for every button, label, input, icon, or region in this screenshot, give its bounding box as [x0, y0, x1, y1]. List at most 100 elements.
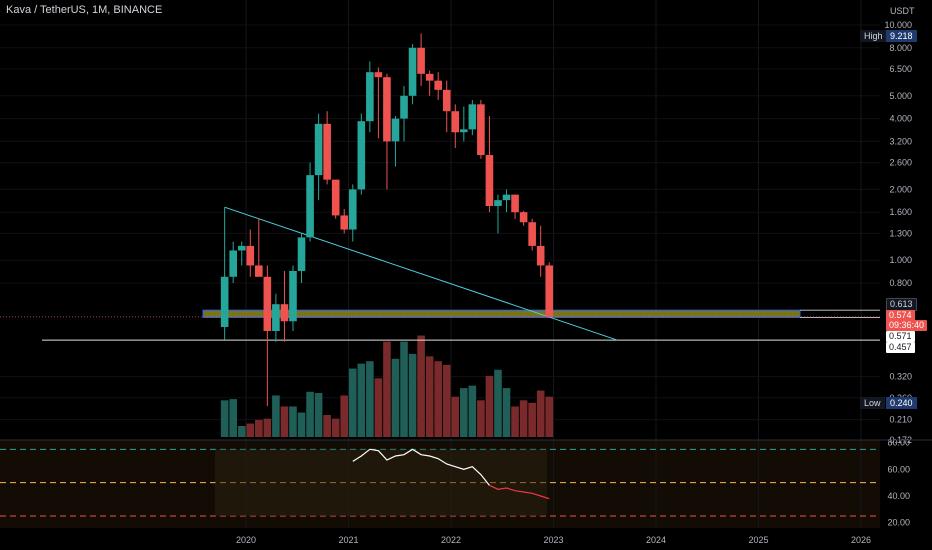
volume-bar [297, 412, 306, 437]
rsi-scale-label: 20.00 [887, 518, 910, 528]
candle-body [451, 111, 460, 133]
candle-body [289, 270, 297, 322]
volume-bar [519, 400, 528, 437]
volume-bar [374, 378, 383, 437]
volume-bar [272, 395, 280, 437]
price-scale-label: 0.210 [889, 415, 912, 425]
candle-body [528, 222, 536, 246]
time-axis-label: 2023 [543, 535, 563, 545]
candle-body [263, 276, 272, 331]
candle-body [297, 237, 306, 271]
rsi-line-recent [489, 484, 550, 500]
rsi-line [352, 448, 490, 486]
symbol-title[interactable]: Kava / TetherUS, 1M, BINANCE [6, 4, 163, 16]
support-zone [202, 309, 801, 318]
candle-body [425, 73, 434, 81]
volume-bar [485, 375, 494, 437]
high-label: High [860, 30, 887, 42]
volume-bar [289, 406, 297, 437]
candle-body [314, 123, 323, 176]
volume-bar [494, 369, 502, 437]
volume-bar [451, 396, 460, 437]
candle-body [460, 129, 468, 133]
candle-body [477, 104, 485, 156]
price-scale-label: 2.600 [889, 158, 912, 168]
volume-bar [442, 364, 451, 437]
volume-bar [383, 341, 391, 437]
candle-body [357, 121, 366, 190]
candle-body [485, 155, 494, 206]
volume-bar [246, 423, 255, 437]
volume-bar [366, 361, 374, 437]
time-axis-label: 2024 [646, 535, 666, 545]
time-axis-label: 2025 [748, 535, 768, 545]
rsi-scale-label: 40.00 [887, 491, 910, 501]
price-scale-label: 6.500 [889, 64, 912, 74]
volume-bar [477, 400, 485, 437]
low-value: 0.240 [886, 397, 917, 409]
candle-body [331, 179, 340, 216]
time-axis-label: 2020 [236, 535, 256, 545]
candle-body [366, 72, 374, 122]
time-axis-label: 2021 [338, 535, 358, 545]
price-scale-label: 4.000 [889, 114, 912, 124]
volume-bar [331, 418, 340, 437]
candle-body [545, 265, 554, 317]
price-scale-label: 1.300 [889, 228, 912, 238]
candle-body [417, 47, 425, 74]
volume-bar [306, 391, 314, 437]
support-line-tag: 0.457 [886, 342, 915, 353]
candle-body [229, 250, 237, 277]
volume-bar [400, 341, 408, 437]
volume-bar [408, 353, 417, 437]
candle-body [255, 265, 263, 277]
current-price-tag: 0.574 [886, 310, 915, 321]
price-scale-label: 0.800 [889, 278, 912, 288]
volume-bar [468, 385, 477, 437]
volume-bar [502, 388, 511, 437]
candle-body [237, 245, 246, 251]
candle-body [323, 123, 331, 180]
price-scale-label: 10.000 [884, 20, 912, 30]
volume-bar [220, 400, 229, 437]
candle-body [340, 215, 349, 230]
candle-body [536, 245, 545, 266]
price-scale-label: 5.000 [889, 91, 912, 101]
low-label: Low [860, 397, 885, 409]
volume-bar [229, 399, 237, 437]
candle-body [246, 245, 255, 266]
volume-bar [237, 426, 246, 437]
volume-bar [357, 363, 366, 437]
candle-body [502, 194, 511, 201]
candle-body [400, 95, 408, 119]
candle-body [220, 276, 229, 327]
volume-bar [417, 335, 425, 437]
countdown-tag: 09:36:40 [886, 320, 928, 331]
time-axis-label: 2026 [851, 535, 871, 545]
candle-body [374, 72, 383, 78]
candle-body [494, 200, 502, 206]
volume-bar [545, 396, 554, 437]
axis-unit-label[interactable]: USDT [890, 6, 915, 16]
volume-bar [323, 415, 331, 437]
volume-bar [434, 361, 442, 437]
volume-bar [280, 406, 289, 437]
volume-bar [255, 419, 263, 437]
candle-body [383, 77, 391, 142]
volume-bar [425, 356, 434, 437]
time-axis-label: 2022 [441, 535, 461, 545]
price-scale-label: 1.600 [889, 207, 912, 217]
candle-body [272, 304, 280, 331]
rsi-scale-label: 60.00 [887, 464, 910, 474]
high-value: 9.218 [886, 30, 917, 42]
candle-body [434, 80, 442, 90]
volume-bar [314, 393, 323, 437]
candle-body [348, 189, 357, 230]
volume-bar [391, 358, 400, 437]
candle-body [442, 89, 451, 112]
price-scale-label: 3.200 [889, 136, 912, 146]
candle-body [519, 212, 528, 223]
rsi-band-highlight [215, 449, 547, 516]
price-scale-label: 0.320 [889, 372, 912, 382]
